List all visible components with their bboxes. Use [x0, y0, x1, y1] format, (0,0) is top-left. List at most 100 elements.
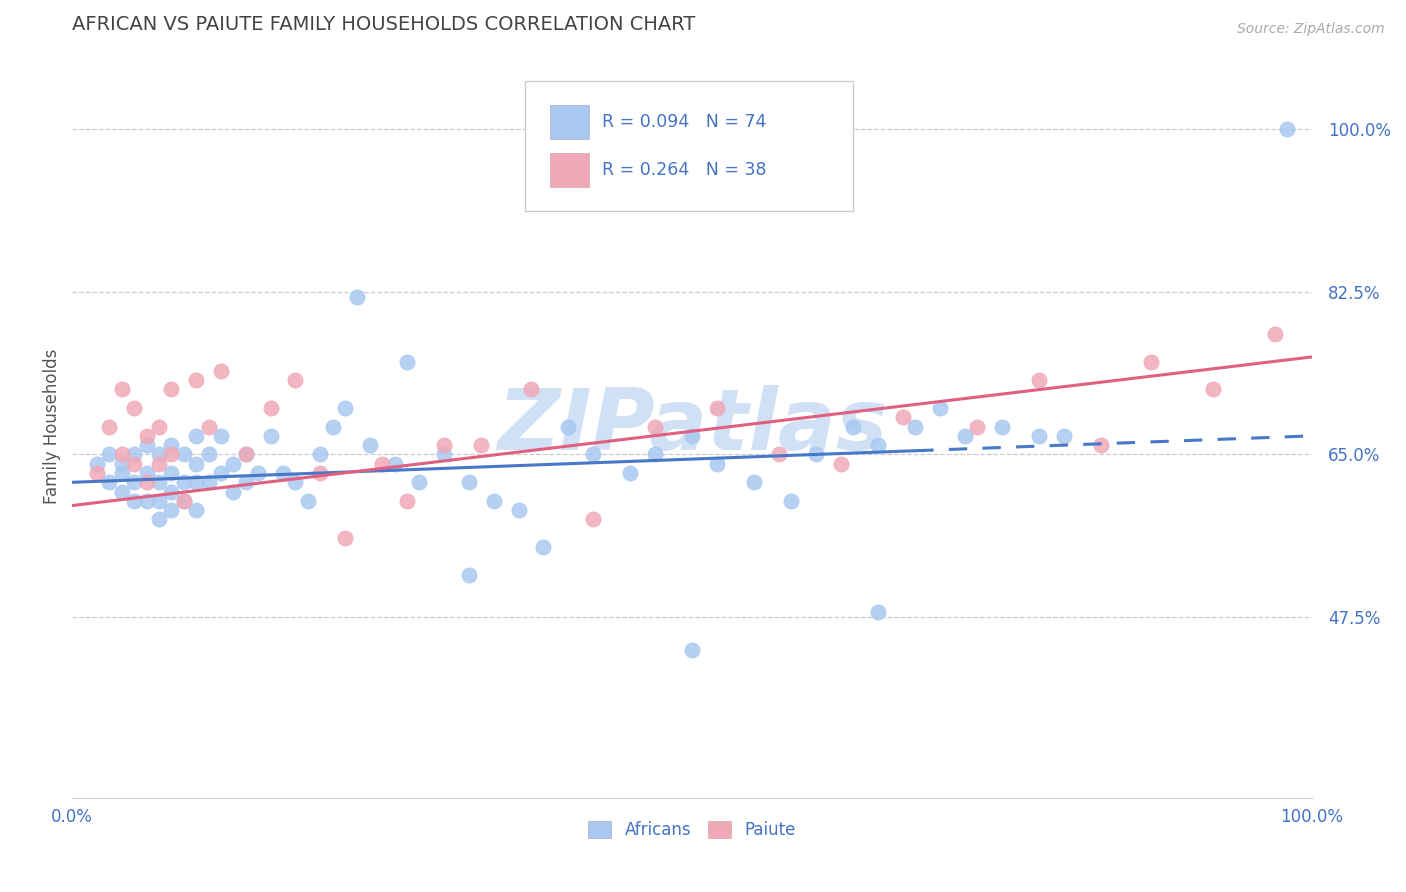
Point	[966, 419, 988, 434]
Point	[333, 401, 356, 415]
Point	[135, 494, 157, 508]
Point	[1277, 122, 1299, 136]
Point	[111, 383, 134, 397]
FancyBboxPatch shape	[550, 104, 589, 139]
Point	[395, 494, 418, 508]
Point	[122, 401, 145, 415]
Point	[644, 447, 666, 461]
Point	[98, 447, 121, 461]
Point	[111, 457, 134, 471]
Point	[891, 410, 914, 425]
Point	[160, 447, 183, 461]
Point	[408, 475, 430, 490]
Point	[148, 447, 170, 461]
Point	[160, 503, 183, 517]
Point	[1202, 383, 1225, 397]
Point	[1053, 429, 1076, 443]
Point	[991, 419, 1014, 434]
Point	[868, 605, 890, 619]
Point	[86, 457, 108, 471]
Point	[458, 568, 481, 582]
Point	[706, 401, 728, 415]
Point	[842, 419, 865, 434]
Point	[271, 466, 294, 480]
Point	[681, 429, 703, 443]
Point	[160, 383, 183, 397]
Point	[209, 466, 232, 480]
Point	[173, 494, 195, 508]
Point	[197, 475, 219, 490]
Point	[582, 512, 605, 526]
Point	[173, 475, 195, 490]
Text: ZIPatlas: ZIPatlas	[496, 385, 887, 468]
Point	[148, 494, 170, 508]
Point	[86, 466, 108, 480]
Legend: Africans, Paiute: Africans, Paiute	[582, 814, 803, 846]
Point	[186, 429, 208, 443]
Point	[209, 429, 232, 443]
Point	[395, 354, 418, 368]
Point	[135, 475, 157, 490]
Point	[929, 401, 952, 415]
Point	[122, 447, 145, 461]
Point	[1090, 438, 1112, 452]
Point	[160, 438, 183, 452]
Point	[111, 484, 134, 499]
Point	[619, 466, 641, 480]
Point	[582, 447, 605, 461]
Point	[148, 419, 170, 434]
Point	[681, 642, 703, 657]
Point	[557, 419, 579, 434]
Point	[122, 457, 145, 471]
Point	[780, 494, 803, 508]
Point	[433, 447, 456, 461]
Point	[173, 447, 195, 461]
Point	[235, 475, 257, 490]
Point	[186, 475, 208, 490]
Text: Source: ZipAtlas.com: Source: ZipAtlas.com	[1237, 22, 1385, 37]
Y-axis label: Family Households: Family Households	[44, 349, 60, 504]
Point	[247, 466, 270, 480]
Point	[830, 457, 852, 471]
Point	[706, 457, 728, 471]
Point	[135, 429, 157, 443]
Point	[186, 373, 208, 387]
Point	[111, 466, 134, 480]
Point	[222, 484, 245, 499]
FancyBboxPatch shape	[550, 153, 589, 187]
Point	[520, 383, 543, 397]
Point	[433, 438, 456, 452]
Point	[209, 364, 232, 378]
Point	[371, 457, 394, 471]
Point	[186, 457, 208, 471]
Point	[1028, 373, 1050, 387]
Point	[222, 457, 245, 471]
Point	[333, 531, 356, 545]
Point	[482, 494, 505, 508]
Point	[359, 438, 381, 452]
Text: R = 0.264   N = 38: R = 0.264 N = 38	[602, 161, 766, 179]
Point	[346, 289, 368, 303]
Point	[173, 494, 195, 508]
Point	[1028, 429, 1050, 443]
Point	[531, 541, 554, 555]
Point	[259, 429, 281, 443]
Point	[135, 438, 157, 452]
Point	[98, 475, 121, 490]
Point	[384, 457, 406, 471]
Point	[122, 475, 145, 490]
Point	[868, 438, 890, 452]
Point	[111, 447, 134, 461]
Point	[297, 494, 319, 508]
Point	[804, 447, 827, 461]
Point	[148, 512, 170, 526]
Point	[742, 475, 765, 490]
Point	[284, 475, 307, 490]
Point	[644, 419, 666, 434]
Point	[197, 447, 219, 461]
Point	[135, 466, 157, 480]
Point	[186, 503, 208, 517]
Point	[148, 457, 170, 471]
Point	[122, 494, 145, 508]
Point	[284, 373, 307, 387]
